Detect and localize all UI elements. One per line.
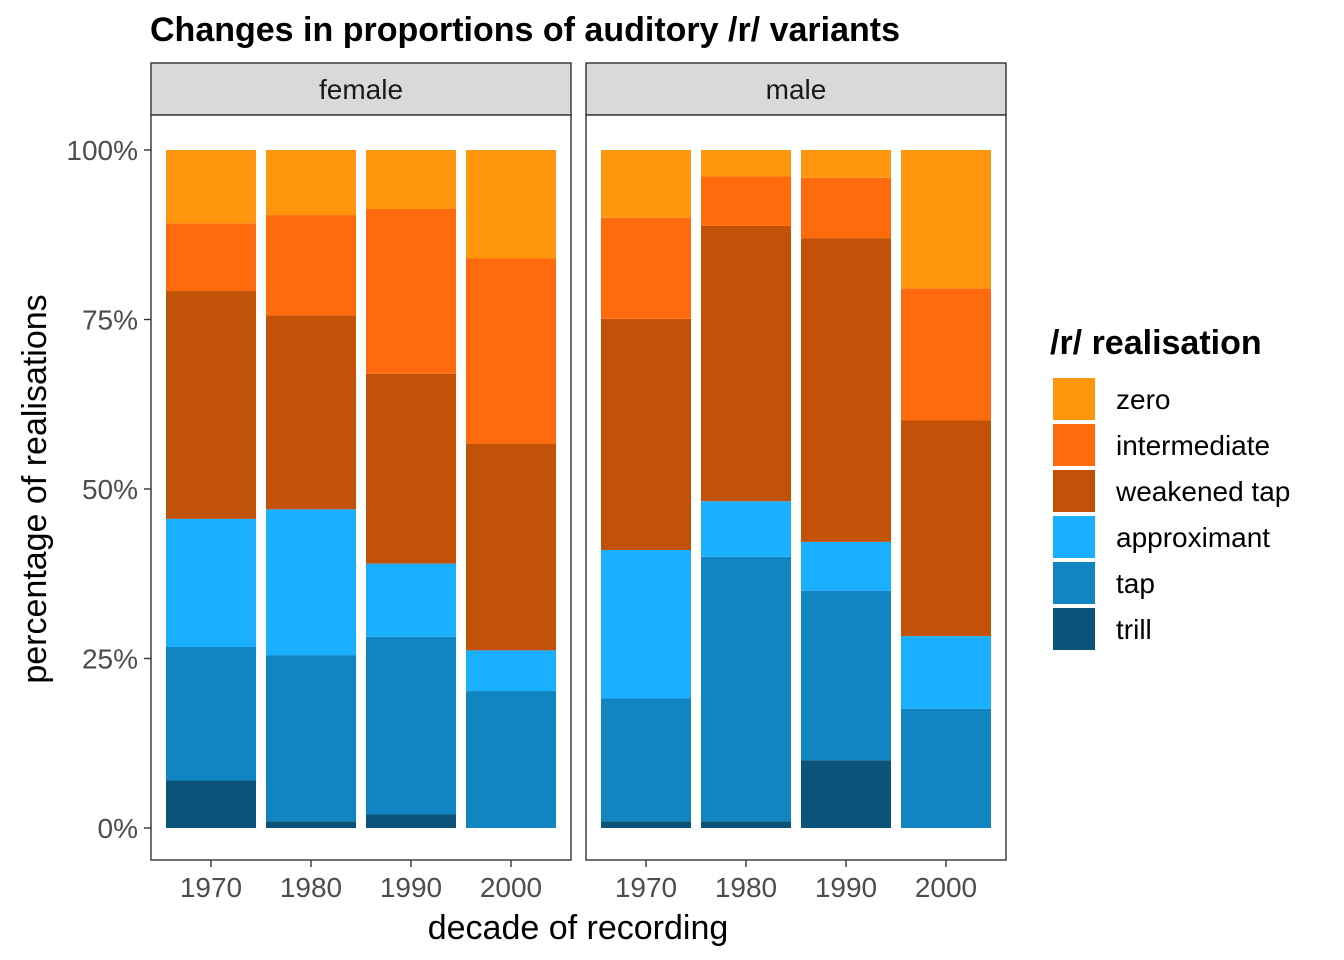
y-tick-label: 25%: [82, 644, 138, 675]
x-tick-label: 2000: [480, 872, 542, 903]
x-tick-label: 2000: [915, 872, 977, 903]
bar-segment-male-1970-zero: [601, 150, 691, 218]
legend: /r/ realisation zero intermediate weakened…: [1050, 324, 1290, 650]
bar-segment-male-1990-weakened-tap: [801, 238, 891, 542]
facet-panels: female 1970 1980 1990 2000 male 1970 1980 1990 20…: [66, 62, 1007, 903]
bar-segment-female-1980-trill: [266, 821, 356, 828]
bar-segment-male-1980-tap: [701, 556, 791, 822]
bar-segment-female-2000-intermediate: [466, 258, 556, 444]
legend-key-tap: [1053, 562, 1095, 604]
x-tick-label: 1970: [180, 872, 242, 903]
legend-label: intermediate: [1116, 430, 1270, 461]
legend-label: zero: [1116, 384, 1170, 415]
bar-segment-female-1980-weakened-tap: [266, 315, 356, 510]
bar-segment-male-1990-zero: [801, 150, 891, 178]
facet-strip: [585, 62, 1007, 116]
bar-segment-female-1980-approximant: [266, 509, 356, 656]
bar-segment-female-1980-tap: [266, 655, 356, 822]
facet-panel-female: female 1970 1980 1990 2000: [150, 62, 572, 903]
bar-segment-female-1990-trill: [366, 814, 456, 828]
y-axis: 0% 25% 50% 75% 100%: [66, 135, 151, 844]
bar-segment-female-1970-trill: [166, 780, 256, 828]
bar-segment-female-1990-zero: [366, 150, 456, 209]
legend-key-weakened-tap: [1053, 470, 1095, 512]
bar-segment-male-1980-trill: [701, 821, 791, 828]
bar-segment-male-1980-approximant: [701, 501, 791, 557]
facet-strip-label: male: [766, 74, 827, 105]
y-tick-label: 75%: [82, 305, 138, 336]
legend-title: /r/ realisation: [1050, 324, 1262, 362]
x-tick-label: 1970: [615, 872, 677, 903]
bar-segment-female-2000-tap: [466, 691, 556, 828]
bar-segment-female-1990-approximant: [366, 563, 456, 637]
bar-segment-female-1990-weakened-tap: [366, 373, 456, 564]
bar-segment-male-1980-intermediate: [701, 176, 791, 226]
bar-segment-female-1990-intermediate: [366, 208, 456, 374]
bar-segment-male-1990-trill: [801, 760, 891, 828]
bar-segment-female-1990-tap: [366, 636, 456, 815]
y-tick-label: 100%: [66, 135, 138, 166]
bar-segment-male-2000-zero: [901, 150, 991, 289]
bar-segment-female-1980-zero: [266, 150, 356, 216]
bar-segment-male-1980-weakened-tap: [701, 225, 791, 502]
legend-key-approximant: [1053, 516, 1095, 558]
bar-segment-male-1970-intermediate: [601, 217, 691, 319]
x-axis-title: decade of recording: [428, 909, 729, 947]
facet-strip: [150, 62, 572, 116]
y-tick-label: 50%: [82, 474, 138, 505]
bar-segment-male-2000-intermediate: [901, 288, 991, 421]
x-tick-label: 1990: [380, 872, 442, 903]
legend-label: trill: [1116, 614, 1152, 645]
bar-segment-male-1970-weakened-tap: [601, 318, 691, 551]
y-tick-label: 0%: [98, 813, 138, 844]
bar-segment-male-1970-tap: [601, 698, 691, 822]
legend-key-zero: [1053, 378, 1095, 420]
legend-label: weakened tap: [1115, 476, 1290, 507]
x-tick-label: 1990: [815, 872, 877, 903]
chart-title: Changes in proportions of auditory /r/ v…: [150, 11, 900, 49]
bar-segment-male-1990-tap: [801, 590, 891, 761]
bar-segment-male-1990-approximant: [801, 541, 891, 591]
x-tick-label: 1980: [280, 872, 342, 903]
bar-segment-male-1970-trill: [601, 821, 691, 828]
legend-key-intermediate: [1053, 424, 1095, 466]
facet-panel-male: male 1970 1980 1990 2000: [585, 62, 1007, 903]
bar-segment-female-2000-approximant: [466, 650, 556, 692]
bar-segment-female-1970-tap: [166, 646, 256, 781]
legend-key-trill: [1053, 608, 1095, 650]
bar-segment-male-1990-intermediate: [801, 177, 891, 239]
bar-segment-male-1980-zero: [701, 150, 791, 177]
bar-segment-female-2000-weakened-tap: [466, 443, 556, 651]
facet-strip-label: female: [319, 74, 403, 105]
bar-segment-male-1970-approximant: [601, 550, 691, 699]
bar-segment-male-2000-weakened-tap: [901, 420, 991, 637]
bar-segment-female-1970-weakened-tap: [166, 291, 256, 519]
legend-label: approximant: [1116, 522, 1270, 553]
bar-segment-male-2000-tap: [901, 708, 991, 828]
bar-segment-female-2000-zero: [466, 150, 556, 259]
legend-label: tap: [1116, 568, 1155, 599]
bar-segment-female-1970-approximant: [166, 518, 256, 647]
bar-segment-male-2000-approximant: [901, 636, 991, 709]
x-tick-label: 1980: [715, 872, 777, 903]
bar-segment-female-1980-intermediate: [266, 215, 356, 316]
bar-segment-female-1970-zero: [166, 150, 256, 224]
bar-segment-female-1970-intermediate: [166, 223, 256, 292]
y-axis-title: percentage of realisations: [16, 294, 54, 683]
